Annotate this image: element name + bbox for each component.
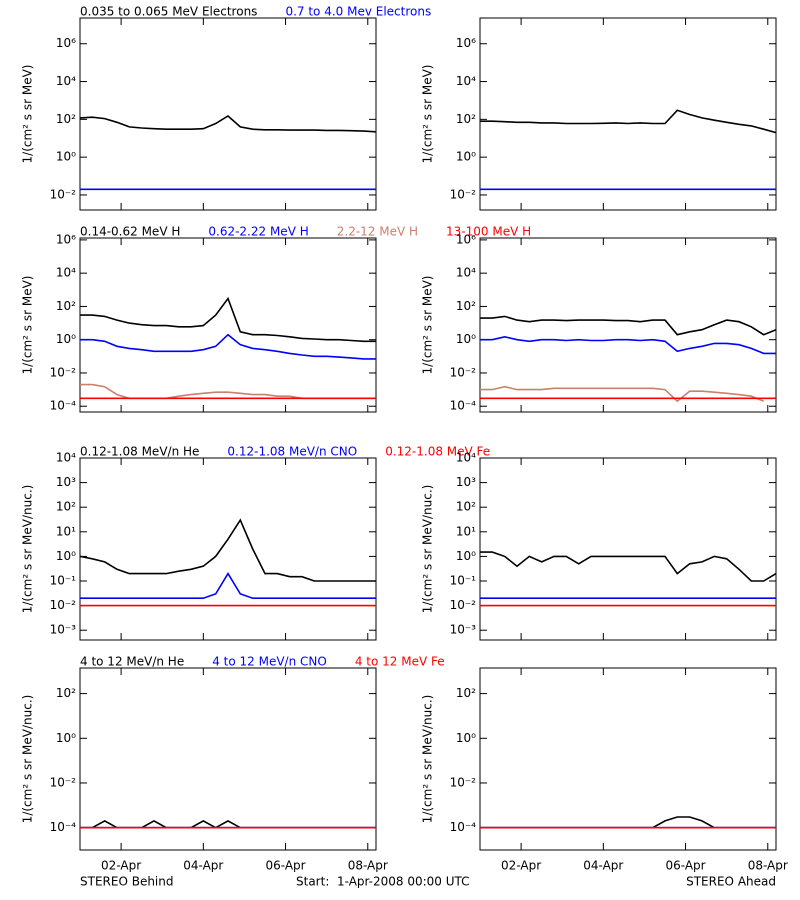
y-tick-label: 10⁻¹ xyxy=(50,574,77,588)
legend-entry: 0.035 to 0.065 MeV Electrons xyxy=(80,5,257,19)
data-line xyxy=(80,333,376,360)
y-tick-label: 10² xyxy=(456,112,476,126)
y-tick-label: 10⁶ xyxy=(456,232,476,246)
y-tick-label: 10⁻³ xyxy=(50,623,77,637)
legend-entry: 4 to 12 MeV/n CNO xyxy=(212,655,327,669)
footer-left: STEREO Behind xyxy=(80,875,174,889)
legend-entry: 4 to 12 MeV Fe xyxy=(355,655,445,669)
y-tick-label: 10³ xyxy=(456,475,476,489)
x-tick-label: 04-Apr xyxy=(583,859,623,873)
y-tick-label: 10⁻² xyxy=(50,365,77,379)
y-axis-label: 1/(cm² s sr MeV) xyxy=(421,65,435,164)
legend-entry: 0.62-2.22 MeV H xyxy=(208,225,308,239)
plot-frame xyxy=(79,667,377,851)
y-tick-label: 10⁰ xyxy=(456,731,476,745)
y-tick-label: 10⁻² xyxy=(50,775,77,789)
legend-entry: 13-100 MeV H xyxy=(446,225,531,239)
y-tick-label: 10⁻³ xyxy=(450,623,477,637)
y-tick-label: 10⁻² xyxy=(450,365,477,379)
plot-frame xyxy=(479,237,777,413)
y-tick-label: 10⁶ xyxy=(56,36,76,50)
y-tick-label: 10⁻⁴ xyxy=(50,820,77,834)
y-tick-label: 10⁰ xyxy=(456,332,476,346)
data-line xyxy=(480,551,777,582)
y-tick-label: 10⁻² xyxy=(450,775,477,789)
x-tick-label: 04-Apr xyxy=(183,859,223,873)
plot-frame xyxy=(479,667,777,851)
y-tick-label: 10² xyxy=(56,686,76,700)
y-tick-label: 10¹ xyxy=(456,524,476,538)
data-line xyxy=(79,518,376,582)
footer-right: STEREO Ahead xyxy=(686,875,776,889)
legend-entry: 2.2-12 MeV H xyxy=(337,225,418,239)
y-tick-label: 10⁻¹ xyxy=(450,574,477,588)
y-tick-label: 10⁶ xyxy=(456,36,476,50)
y-tick-label: 10² xyxy=(456,686,476,700)
data-line xyxy=(480,109,777,134)
plot-frame xyxy=(79,237,377,413)
y-tick-label: 10⁶ xyxy=(56,232,76,246)
y-tick-label: 10⁻² xyxy=(450,598,477,612)
x-tick-label: 08-Apr xyxy=(348,859,388,873)
plot-frame xyxy=(79,17,377,211)
y-tick-label: 10⁰ xyxy=(56,549,76,563)
y-tick-label: 10² xyxy=(56,299,76,313)
legend-entry: 0.7 to 4.0 Mev Electrons xyxy=(285,5,431,19)
y-axis-label: 1/(cm² s sr MeV) xyxy=(421,276,435,375)
y-tick-label: 10⁴ xyxy=(456,74,476,88)
y-axis-label: 1/(cm² s sr MeV/nuc.) xyxy=(21,485,35,614)
y-tick-label: 10¹ xyxy=(56,524,76,538)
plot-frame xyxy=(79,457,377,641)
y-tick-label: 10⁴ xyxy=(456,451,476,465)
y-tick-label: 10⁴ xyxy=(56,74,76,88)
y-tick-label: 10² xyxy=(56,500,76,514)
y-tick-label: 10⁻⁴ xyxy=(450,399,477,413)
y-tick-label: 10⁻⁴ xyxy=(450,820,477,834)
y-tick-label: 10⁴ xyxy=(456,266,476,280)
y-axis-label: 1/(cm² s sr MeV) xyxy=(21,276,35,375)
y-tick-label: 10⁻² xyxy=(50,187,77,201)
x-tick-label: 08-Apr xyxy=(748,859,788,873)
x-tick-label: 06-Apr xyxy=(266,859,306,873)
data-line xyxy=(480,385,764,403)
x-tick-label: 02-Apr xyxy=(501,859,541,873)
legend-entry: 0.14-0.62 MeV H xyxy=(80,225,180,239)
y-tick-label: 10⁰ xyxy=(56,150,76,164)
data-line xyxy=(480,335,776,355)
y-tick-label: 10³ xyxy=(56,475,76,489)
data-line xyxy=(80,572,376,599)
y-tick-label: 10⁻² xyxy=(450,187,477,201)
x-tick-label: 02-Apr xyxy=(101,859,141,873)
y-tick-label: 10⁻⁴ xyxy=(50,399,77,413)
y-tick-label: 10⁰ xyxy=(56,332,76,346)
y-tick-label: 10⁴ xyxy=(56,451,76,465)
y-axis-label: 1/(cm² s sr MeV) xyxy=(21,65,35,164)
y-axis-label: 1/(cm² s sr MeV/nuc.) xyxy=(421,695,435,824)
y-tick-label: 10⁰ xyxy=(456,150,476,164)
legend-entry: 0.12-1.08 MeV/n He xyxy=(80,445,199,459)
data-line xyxy=(79,115,377,133)
legend-entry: 0.12-1.08 MeV/n CNO xyxy=(227,445,357,459)
y-tick-label: 10⁻² xyxy=(50,598,77,612)
y-axis-label: 1/(cm² s sr MeV/nuc.) xyxy=(21,695,35,824)
y-tick-label: 10⁴ xyxy=(56,266,76,280)
y-tick-label: 10⁰ xyxy=(56,731,76,745)
data-line xyxy=(80,296,376,343)
y-tick-label: 10² xyxy=(456,299,476,313)
x-tick-label: 06-Apr xyxy=(666,859,706,873)
y-tick-label: 10⁰ xyxy=(456,549,476,563)
plot-frame xyxy=(479,457,777,641)
y-axis-label: 1/(cm² s sr MeV/nuc.) xyxy=(421,485,435,614)
footer-center: Start: 1-Apr-2008 00:00 UTC xyxy=(296,875,470,889)
legend-entry: 0.12-1.08 MeV Fe xyxy=(385,445,490,459)
plot-frame xyxy=(479,17,777,211)
y-tick-label: 10² xyxy=(456,500,476,514)
y-tick-label: 10² xyxy=(56,112,76,126)
data-line xyxy=(480,315,777,336)
legend-entry: 4 to 12 MeV/n He xyxy=(80,655,184,669)
